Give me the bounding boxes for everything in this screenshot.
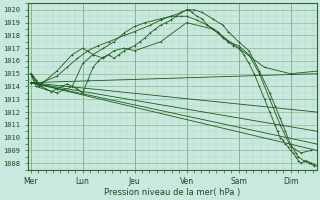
X-axis label: Pression niveau de la mer( hPa ): Pression niveau de la mer( hPa ) [104, 188, 240, 197]
